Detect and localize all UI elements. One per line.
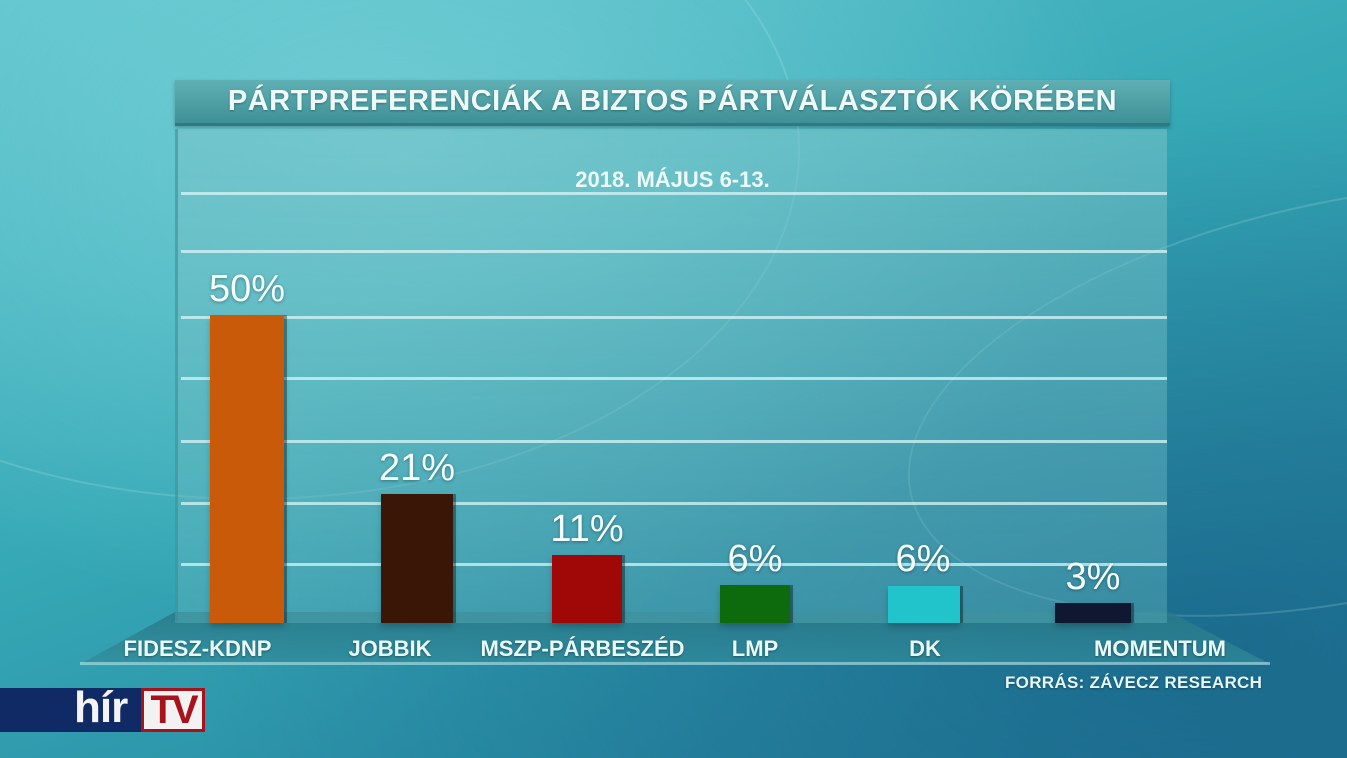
channel-logo-tv-box: TV bbox=[141, 688, 205, 732]
bar-value-label: 6% bbox=[895, 538, 951, 580]
bar-jobbik bbox=[381, 494, 453, 623]
chart-panel: 2018. MÁJUS 6-13. bbox=[175, 129, 1167, 623]
gridline bbox=[181, 563, 1167, 566]
gridline bbox=[181, 250, 1167, 253]
gridline bbox=[181, 316, 1167, 319]
bar-momentum bbox=[1055, 603, 1131, 623]
chart-floor-edge bbox=[80, 662, 1270, 665]
channel-logo-text: hír bbox=[74, 683, 128, 732]
category-label: DK bbox=[909, 636, 941, 661]
category-label: MSZP-PÁRBESZÉD bbox=[480, 636, 685, 661]
bar-dk bbox=[888, 586, 960, 623]
chart-subtitle: 2018. MÁJUS 6-13. bbox=[575, 167, 770, 192]
bar-value-label: 3% bbox=[1065, 556, 1121, 598]
chart-title: PÁRTPREFERENCIÁK A BIZTOS PÁRTVÁLASZTÓK … bbox=[227, 85, 1118, 117]
channel-logo-tv-text: TV bbox=[150, 687, 198, 732]
bar-value-label: 50% bbox=[208, 268, 286, 310]
gridline bbox=[181, 502, 1167, 505]
category-label: FIDESZ-KDNP bbox=[123, 636, 272, 661]
bar-fidesz-kdnp bbox=[210, 315, 284, 623]
bar-value-label: 21% bbox=[378, 447, 456, 489]
gridline bbox=[181, 192, 1167, 195]
chart-title-bar: PÁRTPREFERENCIÁK A BIZTOS PÁRTVÁLASZTÓK … bbox=[175, 80, 1170, 126]
gridline bbox=[181, 377, 1167, 380]
source-note: FORRÁS: ZÁVECZ RESEARCH bbox=[1005, 673, 1263, 692]
category-label: LMP bbox=[731, 636, 779, 661]
bar-mszp-parbeszed bbox=[552, 555, 622, 623]
bar-value-label: 6% bbox=[727, 538, 783, 580]
category-label: MOMENTUM bbox=[1094, 636, 1226, 661]
bar-value-label: 11% bbox=[550, 508, 624, 550]
category-label: JOBBIK bbox=[348, 636, 432, 661]
bar-lmp bbox=[720, 585, 790, 623]
gridline bbox=[181, 440, 1167, 443]
